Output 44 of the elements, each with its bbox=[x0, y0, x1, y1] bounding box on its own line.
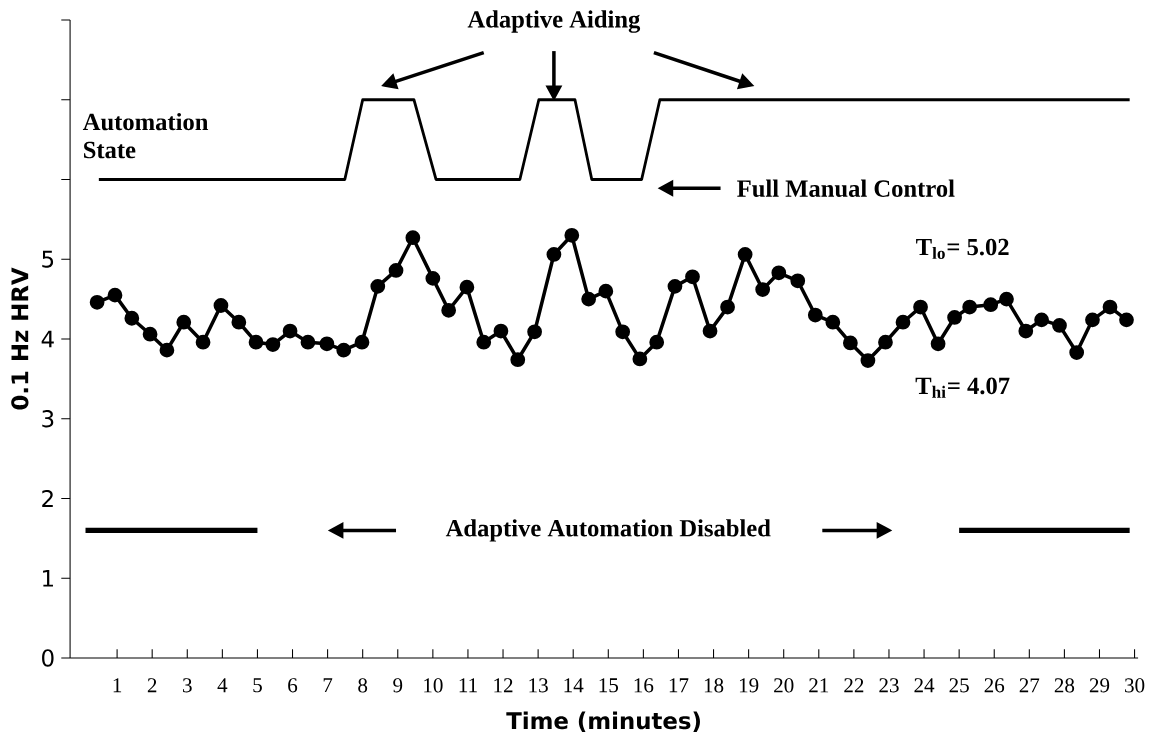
x-tick-label: 23 bbox=[879, 678, 899, 693]
x-tick-label: 15 bbox=[599, 678, 619, 693]
x-tick-label: 1 bbox=[113, 678, 122, 693]
x-tick-label: 26 bbox=[984, 678, 1005, 693]
y-tick-label: 5 bbox=[42, 250, 54, 268]
x-tick-label: 14 bbox=[564, 678, 584, 693]
x-tick-label: 29 bbox=[1089, 678, 1110, 693]
y-tick-label: 4 bbox=[41, 330, 54, 348]
x-tick-label: 22 bbox=[844, 678, 864, 693]
x-tick-label: 13 bbox=[529, 678, 548, 693]
x-tick-label: 6 bbox=[288, 678, 298, 693]
x-tick-label: 4 bbox=[217, 678, 228, 693]
x-axis-title: Time (minutes) bbox=[506, 711, 700, 732]
y-tick-label: 0 bbox=[42, 649, 54, 667]
x-tick-label: 9 bbox=[393, 678, 403, 693]
annotation: Automation State bbox=[82, 112, 209, 159]
annotation: T$_{lo}$= 5.02 bbox=[916, 238, 1009, 260]
x-tick-label: 16 bbox=[634, 678, 654, 693]
y-tick-label: 2 bbox=[42, 490, 53, 507]
y-axis-title: 0.1 Hz HRV bbox=[11, 267, 29, 410]
x-tick-label: 12 bbox=[494, 678, 513, 693]
y-tick-label: 3 bbox=[42, 410, 54, 428]
annotation: T$_{hi}$= 4.07 bbox=[915, 377, 1010, 398]
x-tick-label: 3 bbox=[183, 678, 192, 693]
annotation: Adaptive Aiding bbox=[467, 10, 641, 33]
x-tick-label: 17 bbox=[669, 678, 689, 693]
x-tick-label: 2 bbox=[147, 678, 157, 693]
x-tick-label: 25 bbox=[949, 678, 969, 693]
x-tick-label: 24 bbox=[914, 678, 935, 693]
x-tick-label: 21 bbox=[809, 678, 829, 693]
x-tick-label: 11 bbox=[459, 678, 477, 693]
x-tick-label: 10 bbox=[424, 678, 443, 693]
x-tick-label: 19 bbox=[739, 678, 759, 693]
x-tick-label: 27 bbox=[1019, 678, 1040, 693]
x-tick-label: 18 bbox=[704, 678, 724, 693]
annotation: Adaptive Automation Disabled bbox=[445, 519, 771, 542]
x-tick-label: 20 bbox=[774, 678, 794, 693]
x-tick-label: 30 bbox=[1125, 678, 1145, 693]
x-tick-label: 5 bbox=[253, 678, 262, 693]
x-tick-label: 28 bbox=[1054, 678, 1075, 693]
x-tick-label: 8 bbox=[358, 678, 368, 693]
annotation: Full Manual Control bbox=[737, 179, 955, 197]
x-tick-label: 7 bbox=[323, 678, 333, 693]
y-tick-label: 1 bbox=[43, 569, 53, 587]
